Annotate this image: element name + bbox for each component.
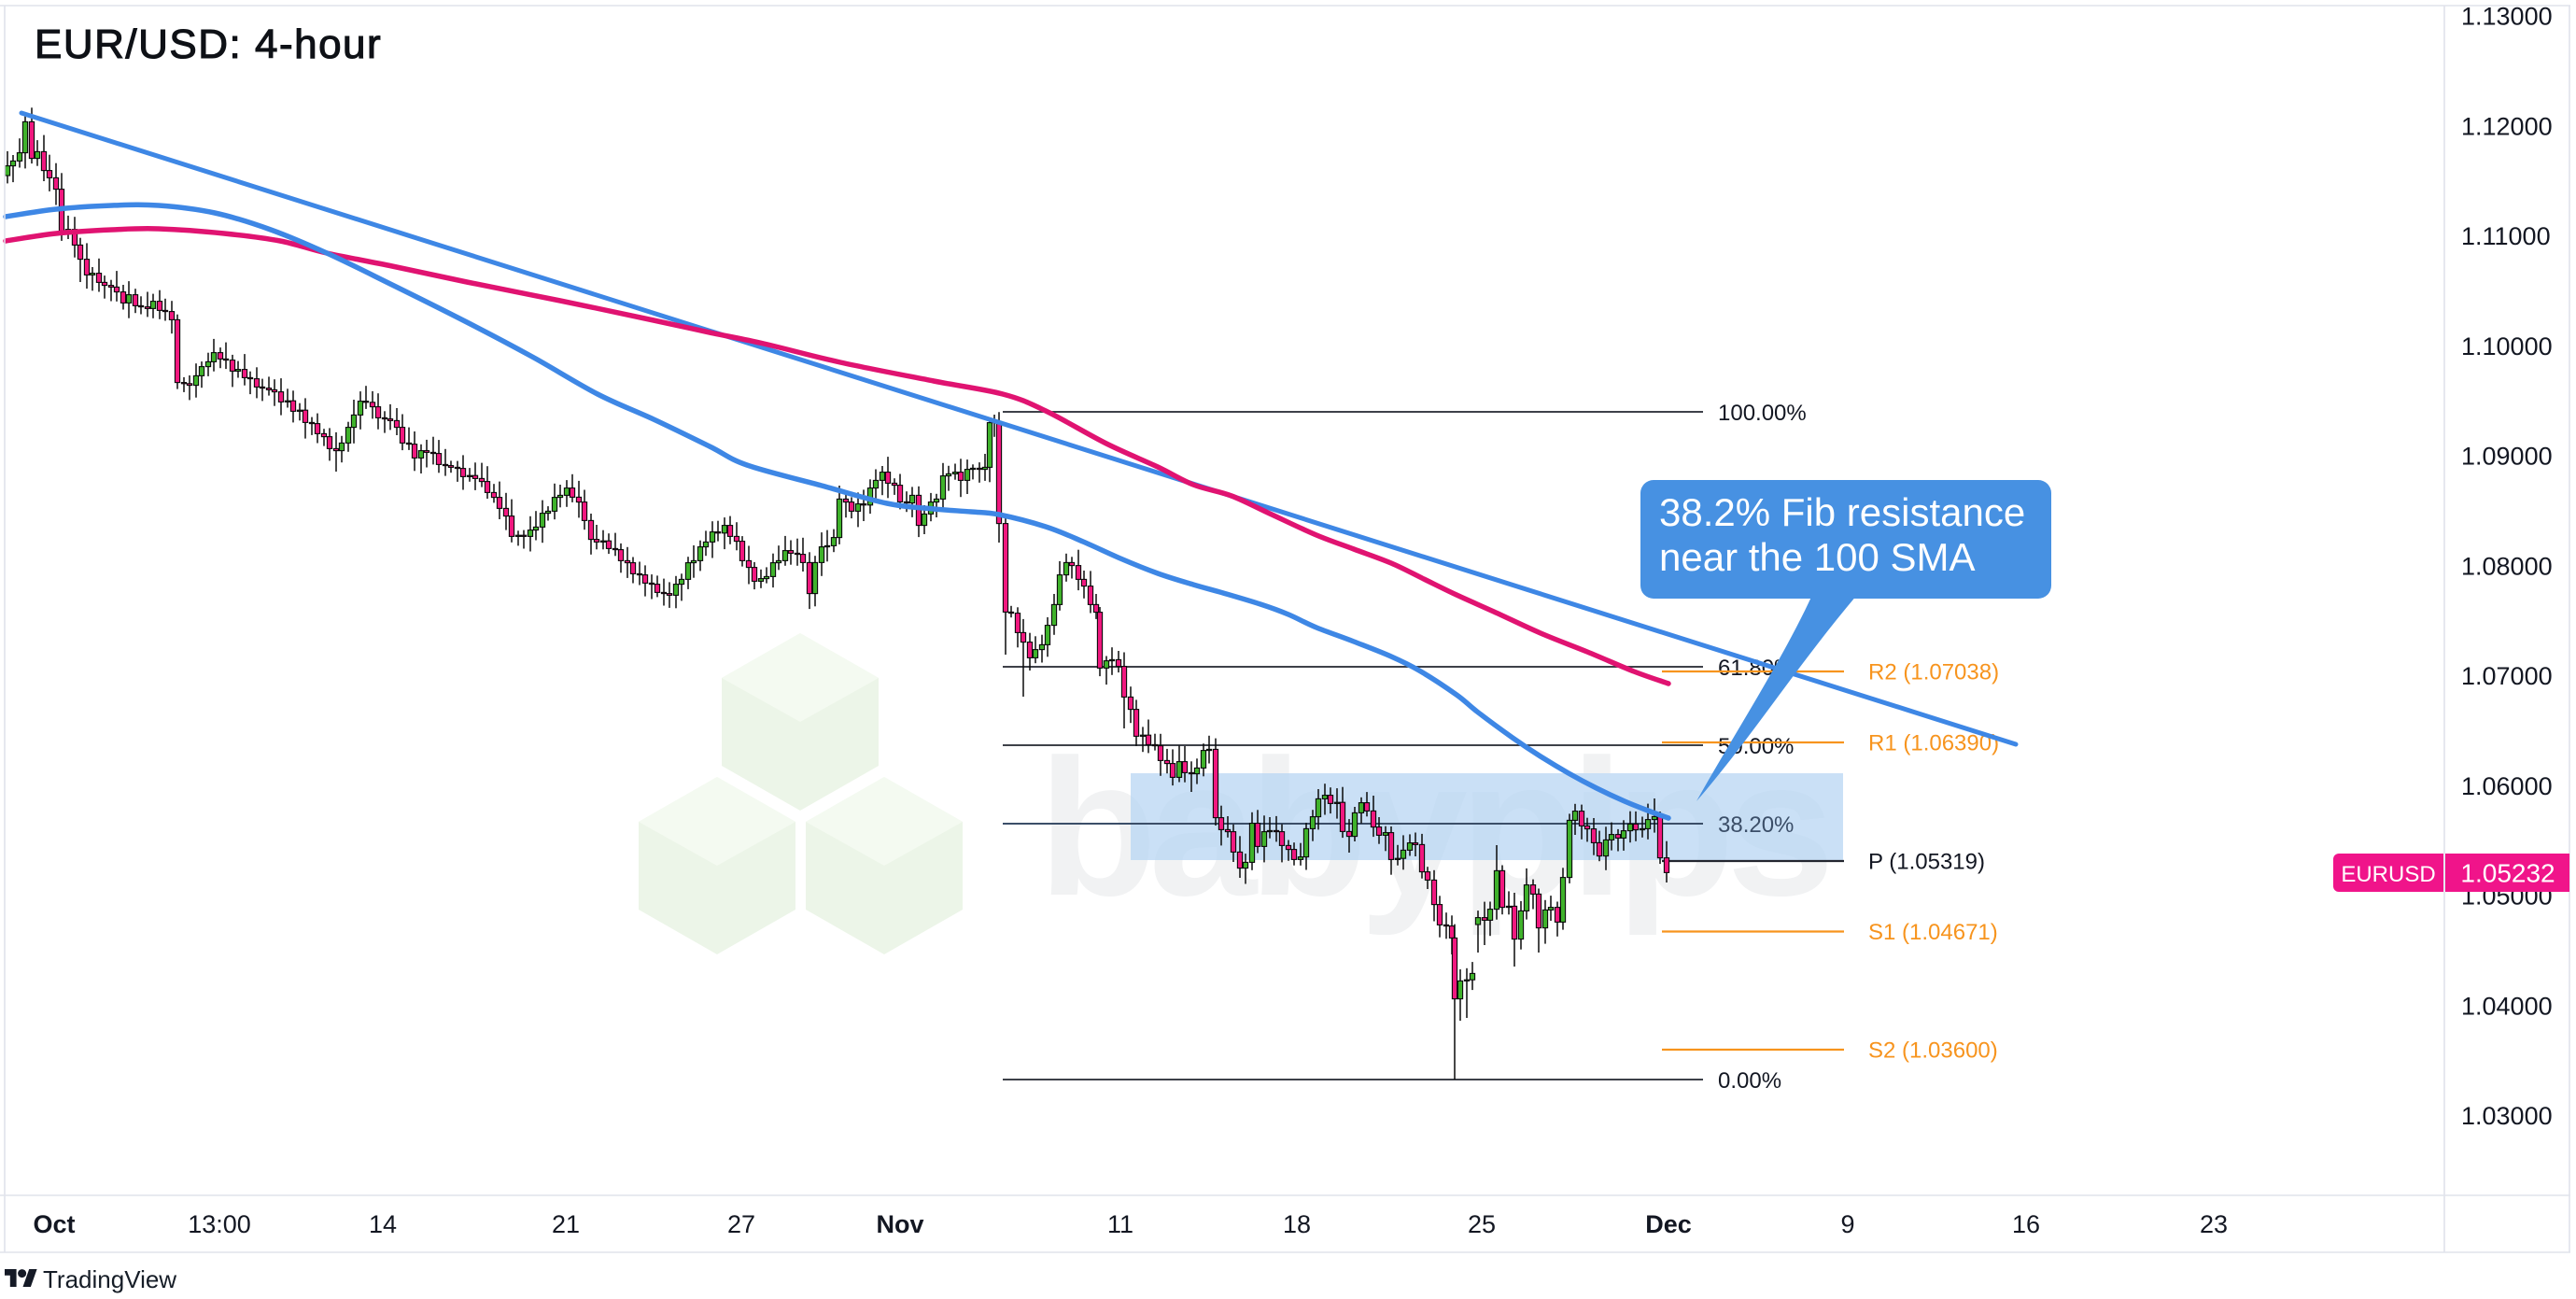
- svg-text:1.12000: 1.12000: [2461, 112, 2553, 140]
- svg-text:1.05232: 1.05232: [2460, 859, 2555, 888]
- svg-text:21: 21: [552, 1210, 580, 1238]
- svg-text:1.10000: 1.10000: [2461, 332, 2553, 360]
- svg-text:EURUSD: EURUSD: [2341, 862, 2435, 887]
- svg-text:Oct: Oct: [33, 1210, 75, 1238]
- svg-text:13:00: 13:00: [188, 1210, 251, 1238]
- svg-text:14: 14: [369, 1210, 397, 1238]
- svg-text:R1 (1.06390): R1 (1.06390): [1868, 731, 1999, 756]
- svg-text:1.08000: 1.08000: [2461, 552, 2553, 580]
- svg-text:11: 11: [1107, 1210, 1133, 1238]
- svg-text:S1 (1.04671): S1 (1.04671): [1868, 920, 1998, 945]
- svg-text:1.07000: 1.07000: [2461, 662, 2553, 690]
- svg-text:1.04000: 1.04000: [2461, 992, 2553, 1020]
- svg-text:P (1.05319): P (1.05319): [1868, 850, 1985, 875]
- svg-text:Dec: Dec: [1645, 1210, 1692, 1238]
- svg-text:TradingView: TradingView: [43, 1265, 176, 1293]
- svg-text:R2 (1.07038): R2 (1.07038): [1868, 660, 1999, 685]
- svg-text:1.06000: 1.06000: [2461, 772, 2553, 800]
- svg-text:EUR/USD: 4-hour: EUR/USD: 4-hour: [35, 21, 382, 67]
- svg-text:38.2% Fib resistance: 38.2% Fib resistance: [1659, 490, 2025, 534]
- svg-text:near the 100 SMA: near the 100 SMA: [1659, 535, 1976, 579]
- svg-text:S2 (1.03600): S2 (1.03600): [1868, 1038, 1998, 1064]
- svg-text:1.09000: 1.09000: [2461, 443, 2553, 471]
- svg-text:0.00%: 0.00%: [1718, 1068, 1781, 1094]
- svg-text:18: 18: [1283, 1210, 1311, 1238]
- svg-text:38.20%: 38.20%: [1718, 812, 1794, 838]
- svg-text:1.13000: 1.13000: [2461, 3, 2553, 31]
- svg-text:25: 25: [1468, 1210, 1496, 1238]
- svg-text:1.03000: 1.03000: [2461, 1102, 2553, 1130]
- svg-text:Nov: Nov: [876, 1210, 923, 1238]
- svg-text:100.00%: 100.00%: [1718, 401, 1807, 426]
- svg-text:27: 27: [727, 1210, 755, 1238]
- svg-text:16: 16: [2012, 1210, 2040, 1238]
- svg-text:23: 23: [2200, 1210, 2228, 1238]
- svg-text:1.11000: 1.11000: [2461, 222, 2551, 250]
- svg-text:9: 9: [1840, 1210, 1854, 1238]
